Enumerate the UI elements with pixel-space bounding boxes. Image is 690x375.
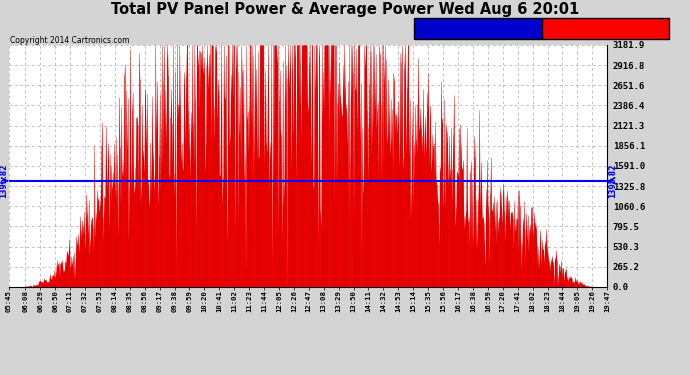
- Text: 1395.82: 1395.82: [0, 164, 8, 198]
- Text: Copyright 2014 Cartronics.com: Copyright 2014 Cartronics.com: [10, 36, 130, 45]
- Text: Average  (DC Watts): Average (DC Watts): [432, 24, 524, 33]
- Text: 1395.82: 1395.82: [608, 164, 617, 198]
- Text: PV Panels  (DC Watts): PV Panels (DC Watts): [556, 24, 655, 33]
- Text: Total PV Panel Power & Average Power Wed Aug 6 20:01: Total PV Panel Power & Average Power Wed…: [111, 2, 579, 17]
